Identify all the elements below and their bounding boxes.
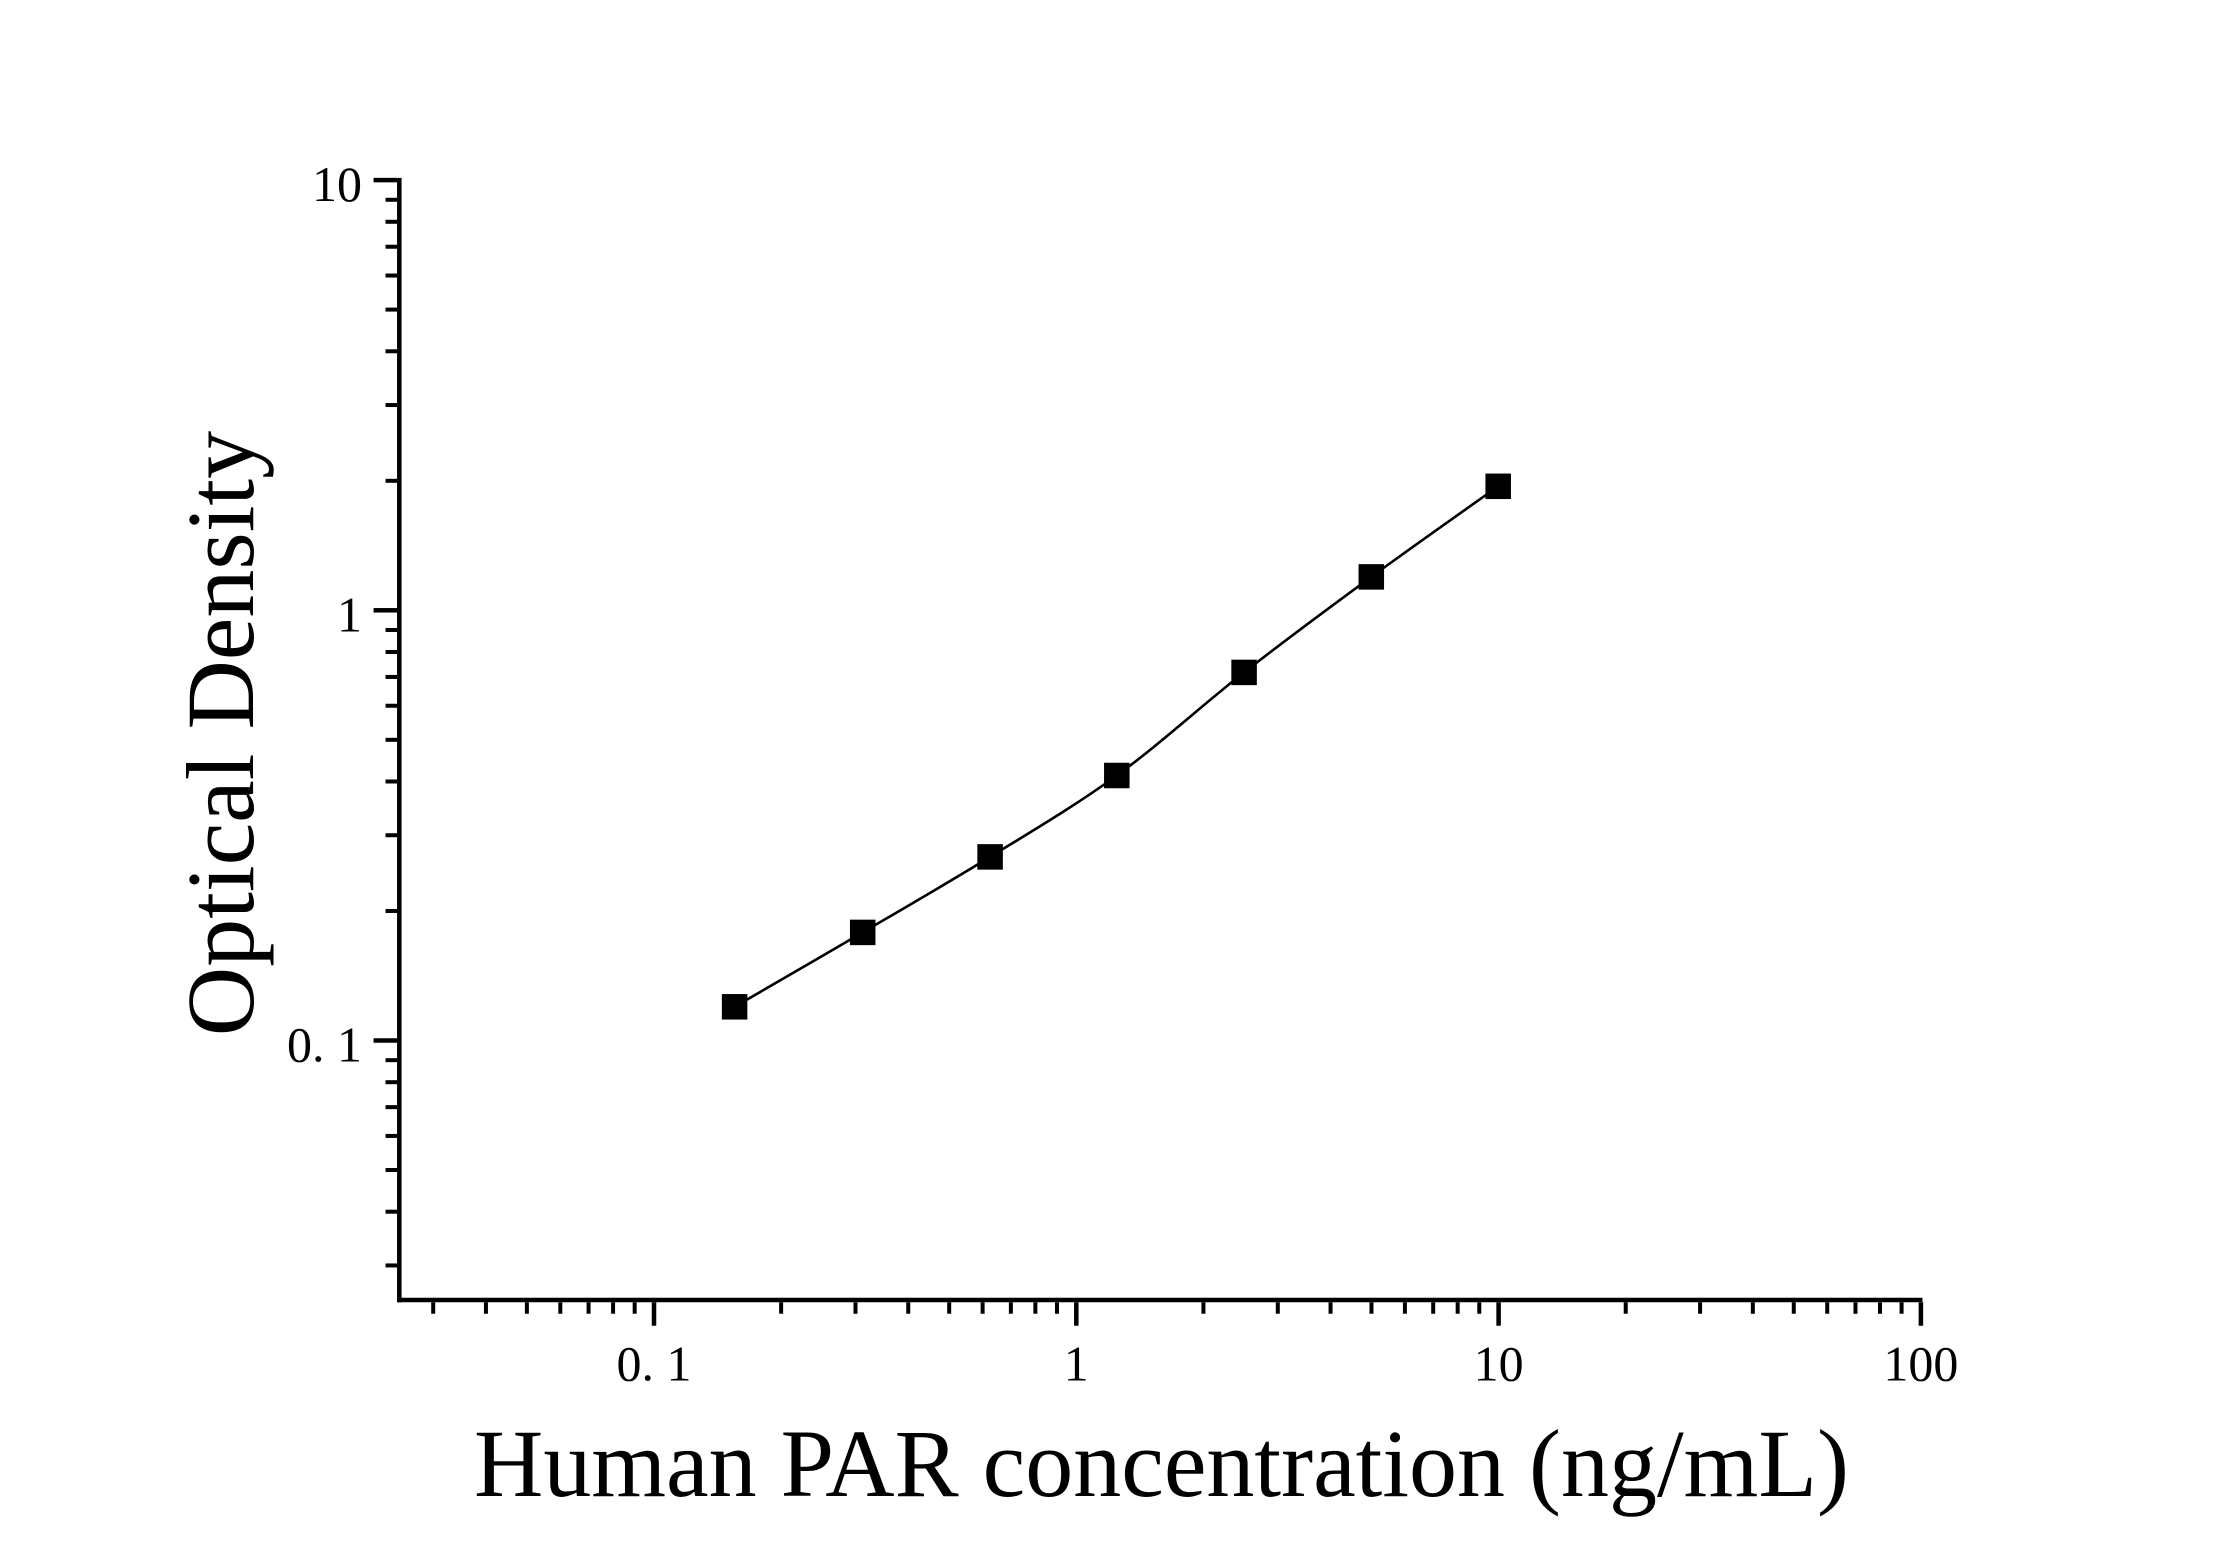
svg-text:0. 1: 0. 1 <box>617 1336 692 1392</box>
svg-text:1: 1 <box>1064 1336 1089 1392</box>
svg-text:10: 10 <box>312 156 362 212</box>
svg-text:0. 1: 0. 1 <box>287 1017 362 1073</box>
svg-text:Optical Density: Optical Density <box>167 431 274 1036</box>
svg-text:1: 1 <box>337 586 362 642</box>
svg-text:10: 10 <box>1474 1336 1524 1392</box>
svg-text:100: 100 <box>1883 1336 1958 1392</box>
svg-text:Human PAR concentration (ng/mL: Human PAR concentration (ng/mL) <box>474 1410 1849 1517</box>
